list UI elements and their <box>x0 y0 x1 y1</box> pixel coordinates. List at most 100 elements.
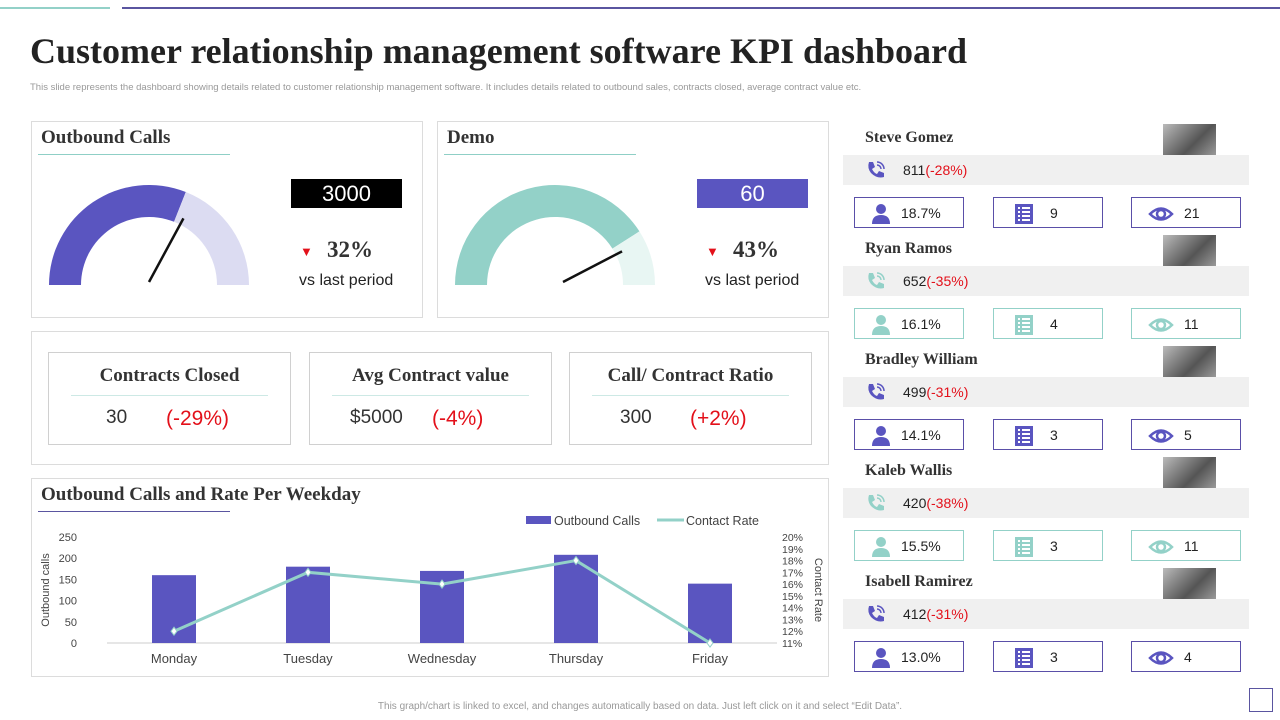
kpi-avg-contract-value: Avg Contract value $5000 (-4%) <box>309 352 552 445</box>
footer-note: This graph/chart is linked to excel, and… <box>377 701 903 712</box>
list-icon <box>1010 203 1034 230</box>
person-name: Steve Gomez <box>865 129 954 146</box>
bar <box>554 554 598 643</box>
weekday-chart: 0 50 100 150 200 250 11%12%13%14%15%16%17%18%1… <box>40 514 824 666</box>
rate-box: 18.7% <box>854 197 964 228</box>
person-card: Ryan Ramos 652(-35%) 16.1% 4 11 <box>843 232 1249 343</box>
y2-axis-label: Contact Rate <box>812 558 824 622</box>
rate-box: 14.1% <box>854 419 964 450</box>
y-tick-label: 250 <box>59 532 77 544</box>
person-name: Ryan Ramos <box>865 240 952 257</box>
user-icon <box>871 536 891 563</box>
person-name: Bradley William <box>865 351 978 368</box>
person-calls-change: (-31%) <box>926 384 969 400</box>
kpi-value: 300 <box>620 407 652 428</box>
legend-bar-swatch <box>526 516 551 524</box>
rate-box: 13.0% <box>854 641 964 672</box>
person-photo <box>1163 346 1216 377</box>
down-arrow-icon: ▼ <box>300 244 313 259</box>
eye-icon <box>1148 647 1174 674</box>
phone-icon <box>865 603 887 630</box>
y-tick-label: 0 <box>71 638 77 650</box>
page-subtitle: This slide represents the dashboard show… <box>30 82 862 93</box>
kpi-title: Contracts Closed <box>99 365 240 386</box>
views-box: 11 <box>1131 308 1241 339</box>
kpi-call-contract-ratio: Call/ Contract Ratio 300 (+2%) <box>569 352 812 445</box>
contact-rate-point <box>304 567 312 578</box>
person-views: 11 <box>1184 316 1199 332</box>
phone-icon <box>865 381 887 408</box>
kpi-panel: Contracts Closed 30 (-29%) Avg Contract … <box>31 331 829 465</box>
kpi-value: $5000 <box>350 407 403 428</box>
user-icon <box>871 425 891 452</box>
calls-strip: 652(-35%) <box>843 266 1249 296</box>
outbound-calls-value: 3000 <box>291 179 402 208</box>
y2-tick-label: 18% <box>782 556 803 568</box>
person-rate: 15.5% <box>901 538 941 554</box>
person-views: 11 <box>1184 538 1199 554</box>
y2-tick-label: 19% <box>782 544 803 556</box>
list-icon <box>1010 647 1034 674</box>
kpi-change: (-4%) <box>432 407 484 430</box>
calls-strip: 499(-31%) <box>843 377 1249 407</box>
person-name: Kaleb Wallis <box>865 462 953 479</box>
kpi-title: Call/ Contract Ratio <box>607 365 774 386</box>
rate-box: 15.5% <box>854 530 964 561</box>
person-views: 21 <box>1184 205 1200 221</box>
kpi-title: Avg Contract value <box>352 365 509 386</box>
views-box: 4 <box>1131 641 1241 672</box>
y2-tick-label: 15% <box>782 591 803 603</box>
person-views: 5 <box>1184 427 1192 443</box>
demo-change-label: vs last period <box>705 272 800 289</box>
kpi-value: 30 <box>106 407 128 428</box>
person-photo <box>1163 124 1216 155</box>
person-calls: 811 <box>903 162 926 178</box>
contact-rate-point <box>438 579 446 589</box>
person-rate: 16.1% <box>901 316 941 332</box>
person-views: 4 <box>1184 649 1192 665</box>
y-tick-label: 50 <box>65 617 77 629</box>
person-calls: 412 <box>903 606 927 622</box>
top-accent-line <box>0 7 110 9</box>
person-lists: 3 <box>1050 427 1058 443</box>
legend-label: Contact Rate <box>686 514 759 528</box>
person-card: Steve Gomez 811(-28%) 18.7% 9 21 <box>843 121 1249 232</box>
calls-strip: 420(-38%) <box>843 488 1249 518</box>
x-tick-label: Tuesday <box>283 651 333 666</box>
legend-label: Outbound Calls <box>554 514 640 528</box>
chart-title: Outbound Calls and Rate Per Weekday <box>41 484 361 505</box>
demo-value: 60 <box>697 179 808 208</box>
person-lists: 9 <box>1050 205 1058 221</box>
gauge-needle <box>147 217 185 283</box>
y-axis-label: Outbound calls <box>40 553 52 627</box>
x-tick-label: Friday <box>692 651 729 666</box>
y2-tick-label: 12% <box>782 626 803 638</box>
contact-rate-point <box>572 555 580 566</box>
y2-tick-label: 20% <box>782 532 803 544</box>
page-title: Customer relationship management softwar… <box>30 31 968 71</box>
views-box: 11 <box>1131 530 1241 561</box>
outbound-calls-panel: Outbound Calls 3000 ▼ 32% vs last period <box>31 121 423 318</box>
list-icon <box>1010 536 1034 563</box>
person-calls-change: (-38%) <box>926 495 969 511</box>
x-tick-label: Monday <box>151 651 198 666</box>
y2-tick-label: 14% <box>782 603 803 615</box>
list-box: 3 <box>993 641 1103 672</box>
person-calls: 420 <box>903 495 927 511</box>
gauge-remainder <box>612 231 655 285</box>
person-lists: 3 <box>1050 538 1058 554</box>
contact-rate-point <box>170 626 178 637</box>
person-calls: 499 <box>903 384 927 400</box>
person-rate: 14.1% <box>901 427 941 443</box>
kpi-contracts-closed: Contracts Closed 30 (-29%) <box>48 352 291 445</box>
person-photo <box>1163 457 1216 488</box>
list-box: 3 <box>993 530 1103 561</box>
corner-box <box>1249 688 1273 712</box>
gauge-fill <box>49 185 186 285</box>
y-tick-label: 150 <box>59 574 77 586</box>
list-box: 9 <box>993 197 1103 228</box>
rate-box: 16.1% <box>854 308 964 339</box>
views-box: 21 <box>1131 197 1241 228</box>
person-card: Isabell Ramirez 412(-31%) 13.0% 3 4 <box>843 565 1249 676</box>
outbound-calls-gauge <box>49 185 249 285</box>
